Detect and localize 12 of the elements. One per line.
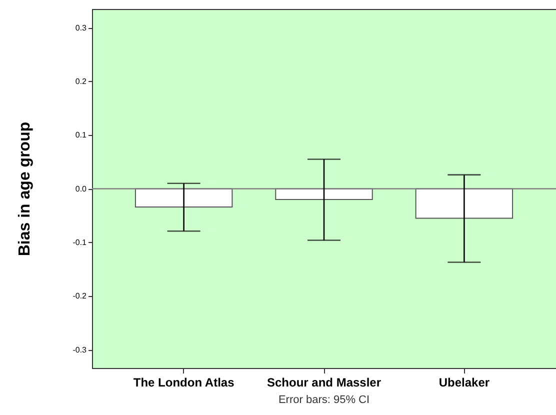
text: Error bars: 95% CI	[278, 394, 370, 406]
x-tick-label: The London Atlas	[133, 376, 235, 390]
y-tick-label: 0.2	[75, 76, 88, 86]
y-tick-label: -0.1	[72, 238, 88, 247]
y-tick-label: 0.3	[75, 23, 88, 32]
y-tick-label: 0.1	[75, 130, 88, 140]
y-tick-label: -0.2	[72, 292, 88, 301]
y-tick-label: -0.3	[72, 345, 88, 354]
x-tick-label: Schour and Massler	[266, 376, 382, 390]
y-axis-title: Bias in age group	[16, 122, 34, 256]
x-tick-label: Ubelaker	[438, 376, 490, 390]
y-tick-label: 0.0	[75, 184, 88, 194]
